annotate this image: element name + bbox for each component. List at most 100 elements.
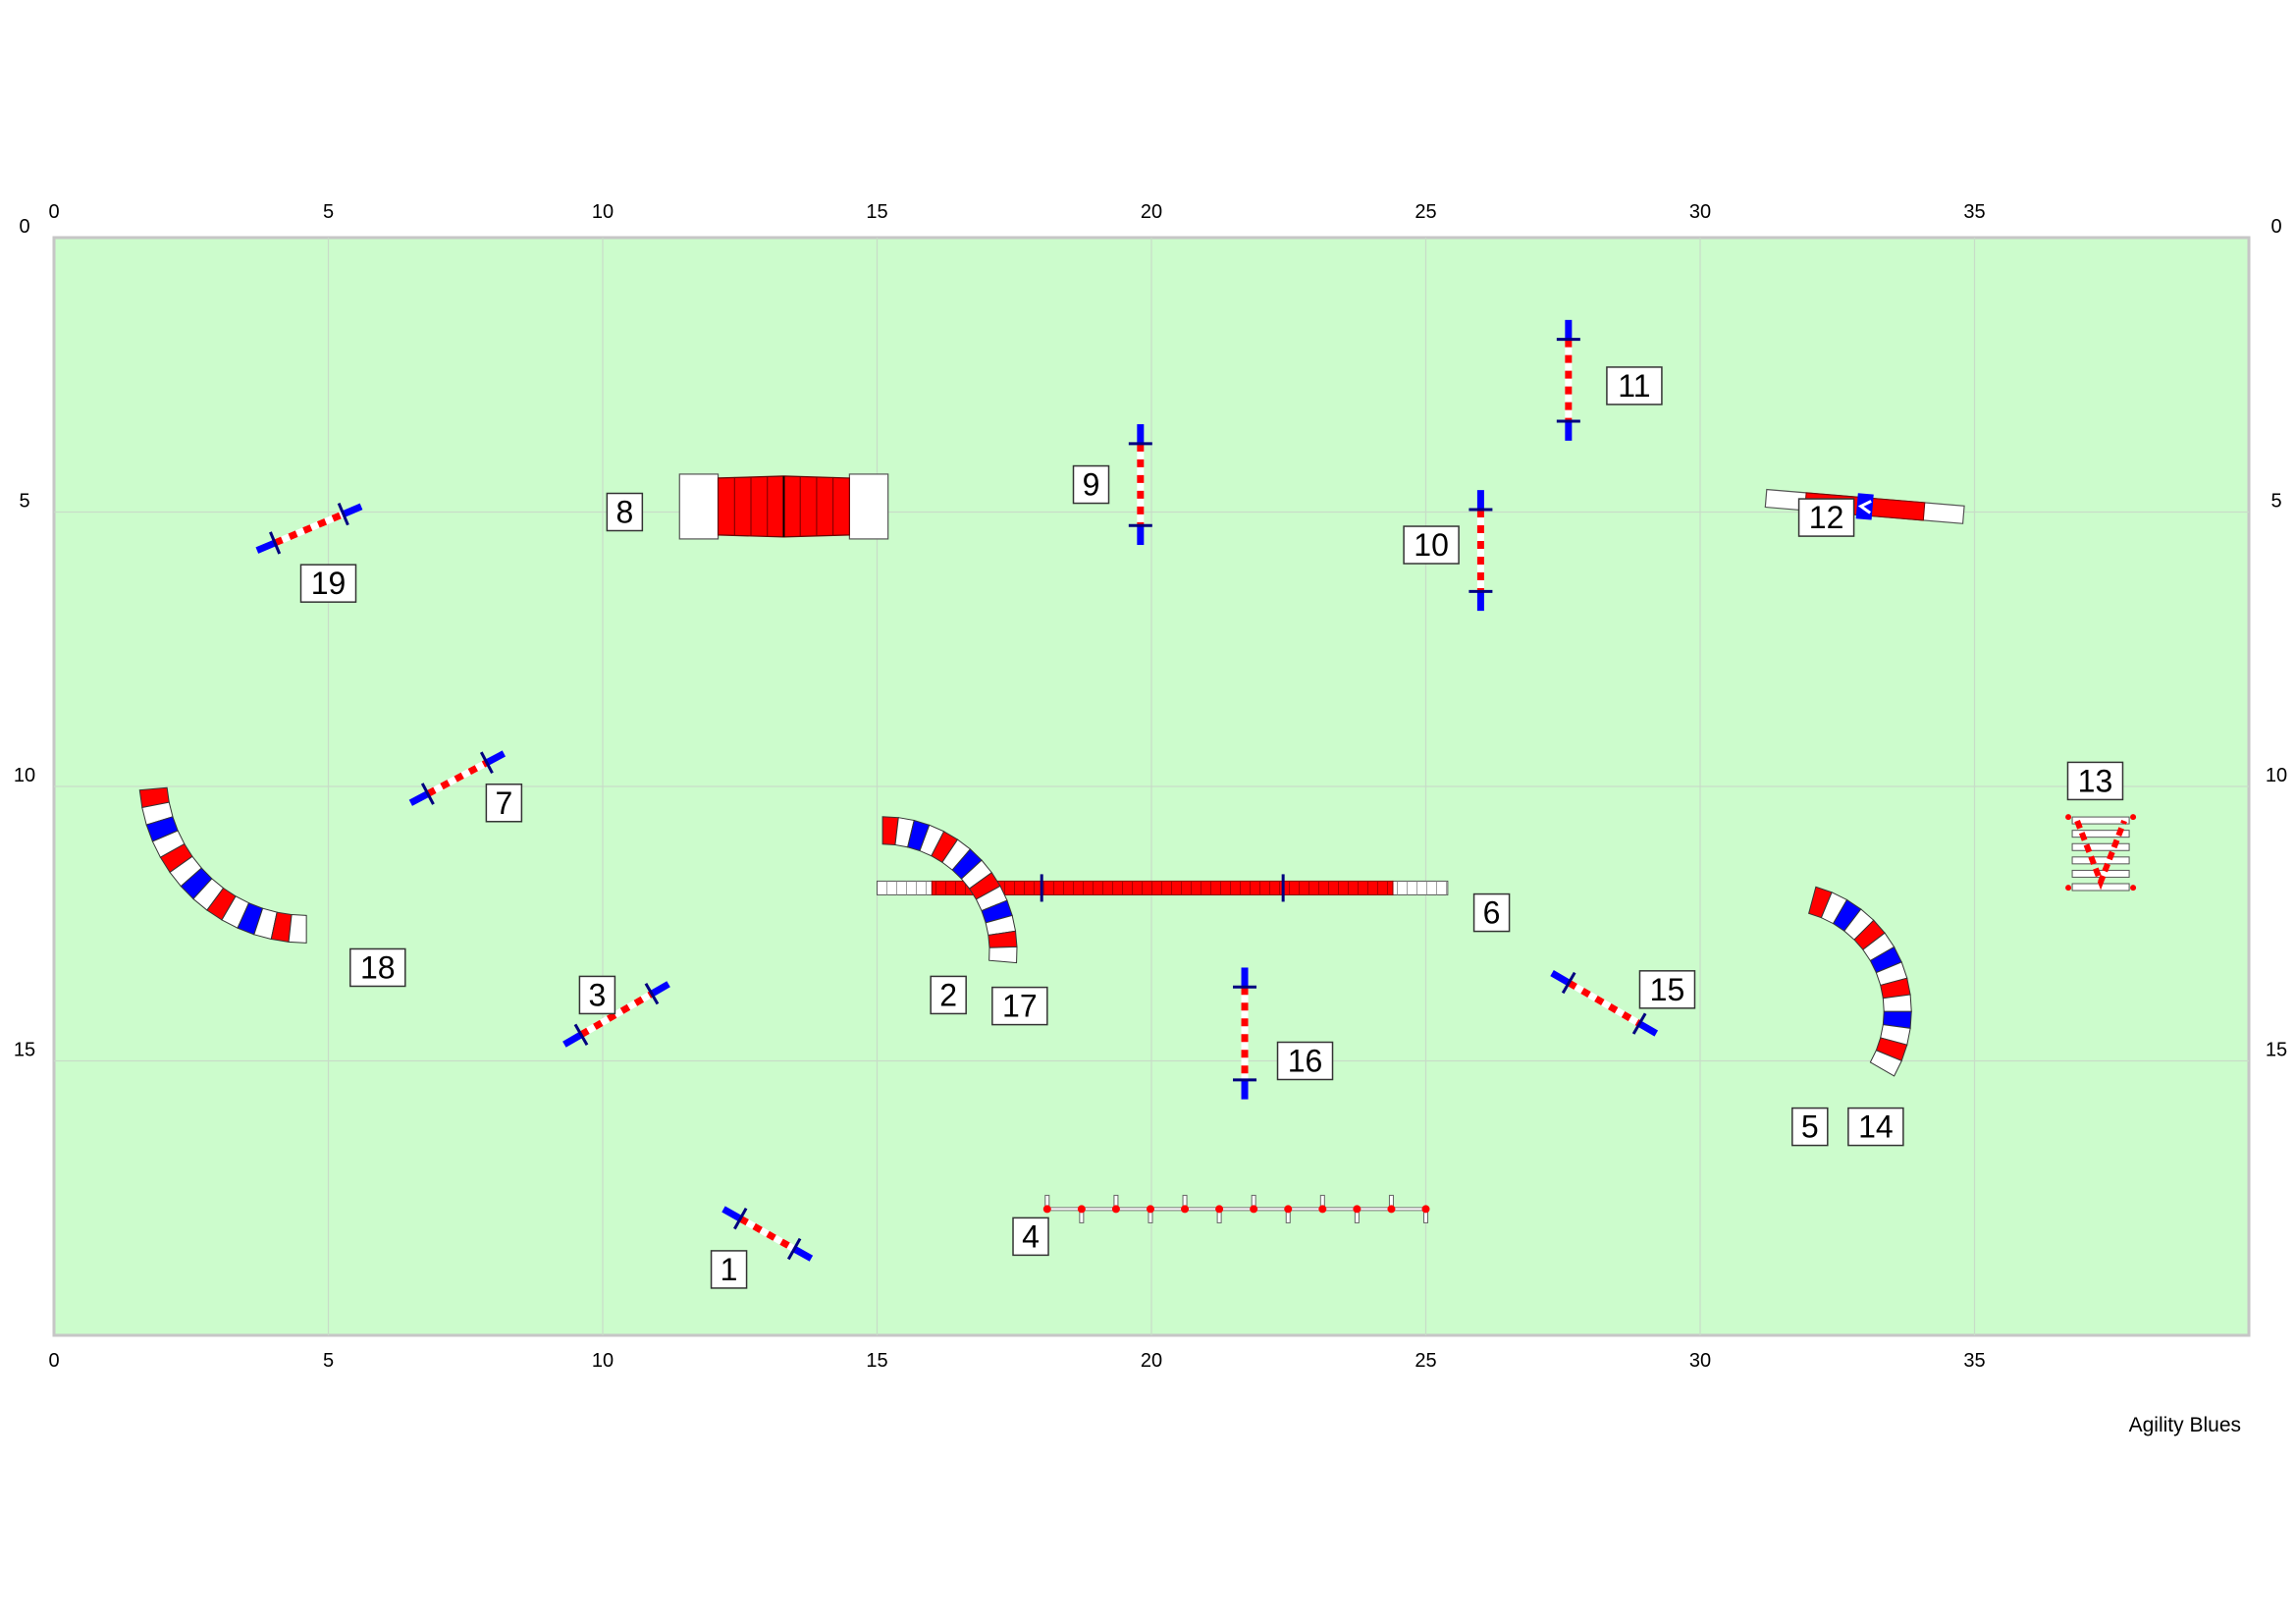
x-tick-label-top: 15 xyxy=(866,201,887,223)
obstacle-number-14: 14 xyxy=(1847,1107,1904,1147)
jump-10 xyxy=(1468,490,1493,612)
obstacle-number-text: 18 xyxy=(360,949,396,985)
tunnel-2-17 xyxy=(881,816,1018,964)
obstacle-number-2: 2 xyxy=(930,975,967,1015)
y-tick-label-right: 10 xyxy=(2266,765,2287,786)
seesaw-arrow xyxy=(1857,500,1872,514)
tire-frame-slat xyxy=(2071,856,2130,865)
jump-bar-stripes xyxy=(426,759,489,797)
obstacle-number-box xyxy=(1403,525,1460,565)
obstacle-number-box xyxy=(1276,1041,1334,1081)
obstacle-number-text: 9 xyxy=(1083,467,1100,503)
x-tick-label-top: 0 xyxy=(48,201,59,223)
weave-poles xyxy=(1042,1194,1430,1223)
obstacle-number-19: 19 xyxy=(299,564,357,603)
obstacle-number-3: 3 xyxy=(578,975,616,1015)
obstacle-number-box xyxy=(485,784,523,823)
jump-upright xyxy=(644,983,660,1005)
obstacle-number-text: 14 xyxy=(1858,1109,1894,1145)
obstacle-number-12: 12 xyxy=(1797,498,1855,537)
dogwalk-contact xyxy=(877,880,933,895)
a-frame-contact xyxy=(848,473,889,540)
x-tick-label-bottom: 10 xyxy=(592,1350,614,1372)
jump-upright xyxy=(786,1237,802,1261)
jump-1 xyxy=(721,1206,814,1262)
weave-pole xyxy=(1042,1205,1051,1214)
obstacle-number-7: 7 xyxy=(485,784,523,823)
jump-upright xyxy=(1561,971,1576,995)
tire-frame-slat xyxy=(2071,830,2130,838)
obstacle-number-1: 1 xyxy=(710,1250,748,1289)
obstacle-number-box xyxy=(606,492,644,532)
obstacle-number-box xyxy=(1797,498,1855,537)
obstacle-number-text: 8 xyxy=(615,495,633,530)
dogwalk-plank xyxy=(931,880,1394,895)
obstacle-number-box xyxy=(1638,970,1696,1009)
weave-pole xyxy=(1111,1205,1120,1214)
obstacle-number-text: 15 xyxy=(1650,972,1685,1007)
x-tick-label-bottom: 25 xyxy=(1415,1350,1436,1372)
designer-credit: Agility Blues xyxy=(2128,1414,2241,1436)
x-tick-label-bottom: 35 xyxy=(1963,1350,1985,1372)
x-tick-label-top: 20 xyxy=(1141,201,1162,223)
jump-bar-stripes xyxy=(579,991,654,1038)
x-tick-label-bottom: 15 xyxy=(866,1350,887,1372)
obstacle-number-box xyxy=(1847,1107,1904,1147)
jump-upright xyxy=(479,751,494,775)
weave-pole xyxy=(1387,1205,1396,1214)
tire-post xyxy=(2130,814,2137,821)
y-tick-label-right: 5 xyxy=(2270,491,2281,513)
jump-upright xyxy=(733,1207,748,1230)
obstacle-number-box xyxy=(349,947,406,988)
y-tick-label-left: 10 xyxy=(14,765,35,786)
jump-wing xyxy=(562,1031,583,1048)
jump-wing xyxy=(792,1245,814,1262)
tunnel-18 xyxy=(138,786,307,944)
obstacle-number-text: 12 xyxy=(1809,500,1844,535)
jump-wing xyxy=(408,790,430,806)
obstacle-number-box xyxy=(991,986,1048,1026)
jump-9 xyxy=(1128,424,1152,546)
obstacle-number-text: 3 xyxy=(589,977,607,1012)
x-tick-label-top: 10 xyxy=(592,201,614,223)
obstacle-number-text: 6 xyxy=(1483,895,1501,931)
obstacle-number-text: 16 xyxy=(1288,1044,1323,1079)
tunnel-segment xyxy=(988,946,1018,964)
obstacle-number-text: 17 xyxy=(1002,989,1038,1024)
x-tick-label-bottom: 20 xyxy=(1141,1350,1162,1372)
jump-15 xyxy=(1550,970,1659,1037)
jump-upright xyxy=(337,502,349,526)
x-tick-label-bottom: 30 xyxy=(1689,1350,1711,1372)
y-tick-label-left: 5 xyxy=(19,491,29,513)
tire-post xyxy=(2065,814,2072,821)
jump-wing xyxy=(721,1206,742,1222)
tire-frame-slat xyxy=(2071,816,2130,825)
y-tick-label-right: 0 xyxy=(2270,216,2281,238)
jump-wing xyxy=(650,981,670,998)
weave-pole xyxy=(1421,1205,1430,1214)
tire-frame-slat xyxy=(2071,842,2130,851)
obstacle-number-box xyxy=(1606,366,1663,406)
jump-16 xyxy=(1233,967,1257,1100)
jump-wing xyxy=(255,539,277,554)
obstacle-number-box xyxy=(710,1250,748,1289)
dogwalk-contact xyxy=(1392,880,1449,895)
obstacle-number-box xyxy=(1072,464,1110,505)
obstacle-number-9: 9 xyxy=(1072,464,1110,505)
tire-jump xyxy=(2065,814,2137,892)
x-tick-label-top: 35 xyxy=(1963,201,1985,223)
x-tick-label-top: 25 xyxy=(1415,201,1436,223)
grid-lines xyxy=(54,238,2249,1335)
jump-11 xyxy=(1556,319,1580,441)
tire-post xyxy=(2065,885,2072,892)
jump-upright xyxy=(269,531,282,555)
a-frame xyxy=(678,473,889,540)
jump-bar-stripes xyxy=(738,1216,796,1253)
obstacles xyxy=(138,319,2137,1262)
seesaw-fulcrum xyxy=(1855,493,1874,520)
weave-pole xyxy=(1284,1205,1293,1214)
weave-pole xyxy=(1146,1205,1154,1214)
jump-wing xyxy=(485,750,507,766)
tunnel-segment xyxy=(288,914,307,944)
